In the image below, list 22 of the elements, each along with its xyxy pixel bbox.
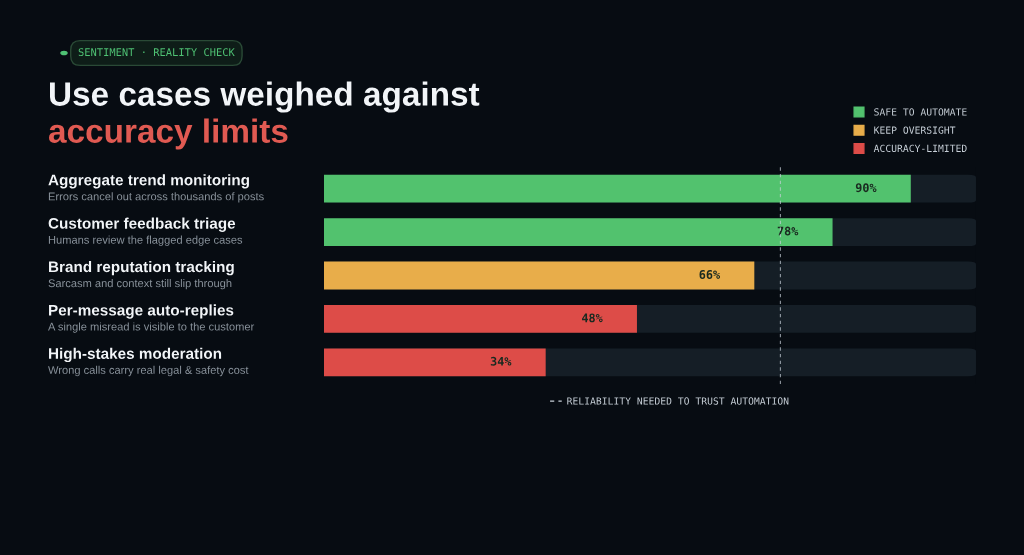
text: Humans review the flagged edge cases [48, 235, 243, 246]
data-label: 48% [581, 313, 603, 323]
data-label: 34% [490, 356, 512, 366]
y-tick-label: Per-message auto-replies [49, 304, 234, 319]
data-label: 66% [699, 270, 721, 279]
y-tick-label: Aggregate trend monitoring [48, 174, 249, 189]
legend-label: KEEP OVERSIGHT [874, 126, 956, 134]
text: Wrong calls carry real legal & safety cost [48, 365, 249, 377]
y-tick-label: Brand reputation tracking [49, 260, 234, 276]
y-tick-label: Customer feedback triage [48, 217, 236, 232]
legend-label: RELIABILITY NEEDED TO TRUST AUTOMATION [567, 397, 789, 405]
chart-subtitle: accuracy limits [48, 118, 288, 150]
data-label: 78% [777, 226, 799, 236]
text: SENTIMENT · REALITY CHECK [78, 48, 235, 57]
text: A single misread is visible to the customer [48, 322, 255, 333]
text: Errors cancel out across thousands of posts [48, 192, 264, 203]
text: Sarcasm and context still slip through [48, 279, 232, 290]
legend-label: ACCURACY-LIMITED [873, 144, 967, 153]
chart-title: Use cases weighed against [50, 81, 480, 113]
y-tick-label: High-stakes moderation [49, 347, 222, 363]
legend-label: SAFE TO AUTOMATE [874, 108, 967, 116]
data-label: 90% [855, 183, 877, 193]
